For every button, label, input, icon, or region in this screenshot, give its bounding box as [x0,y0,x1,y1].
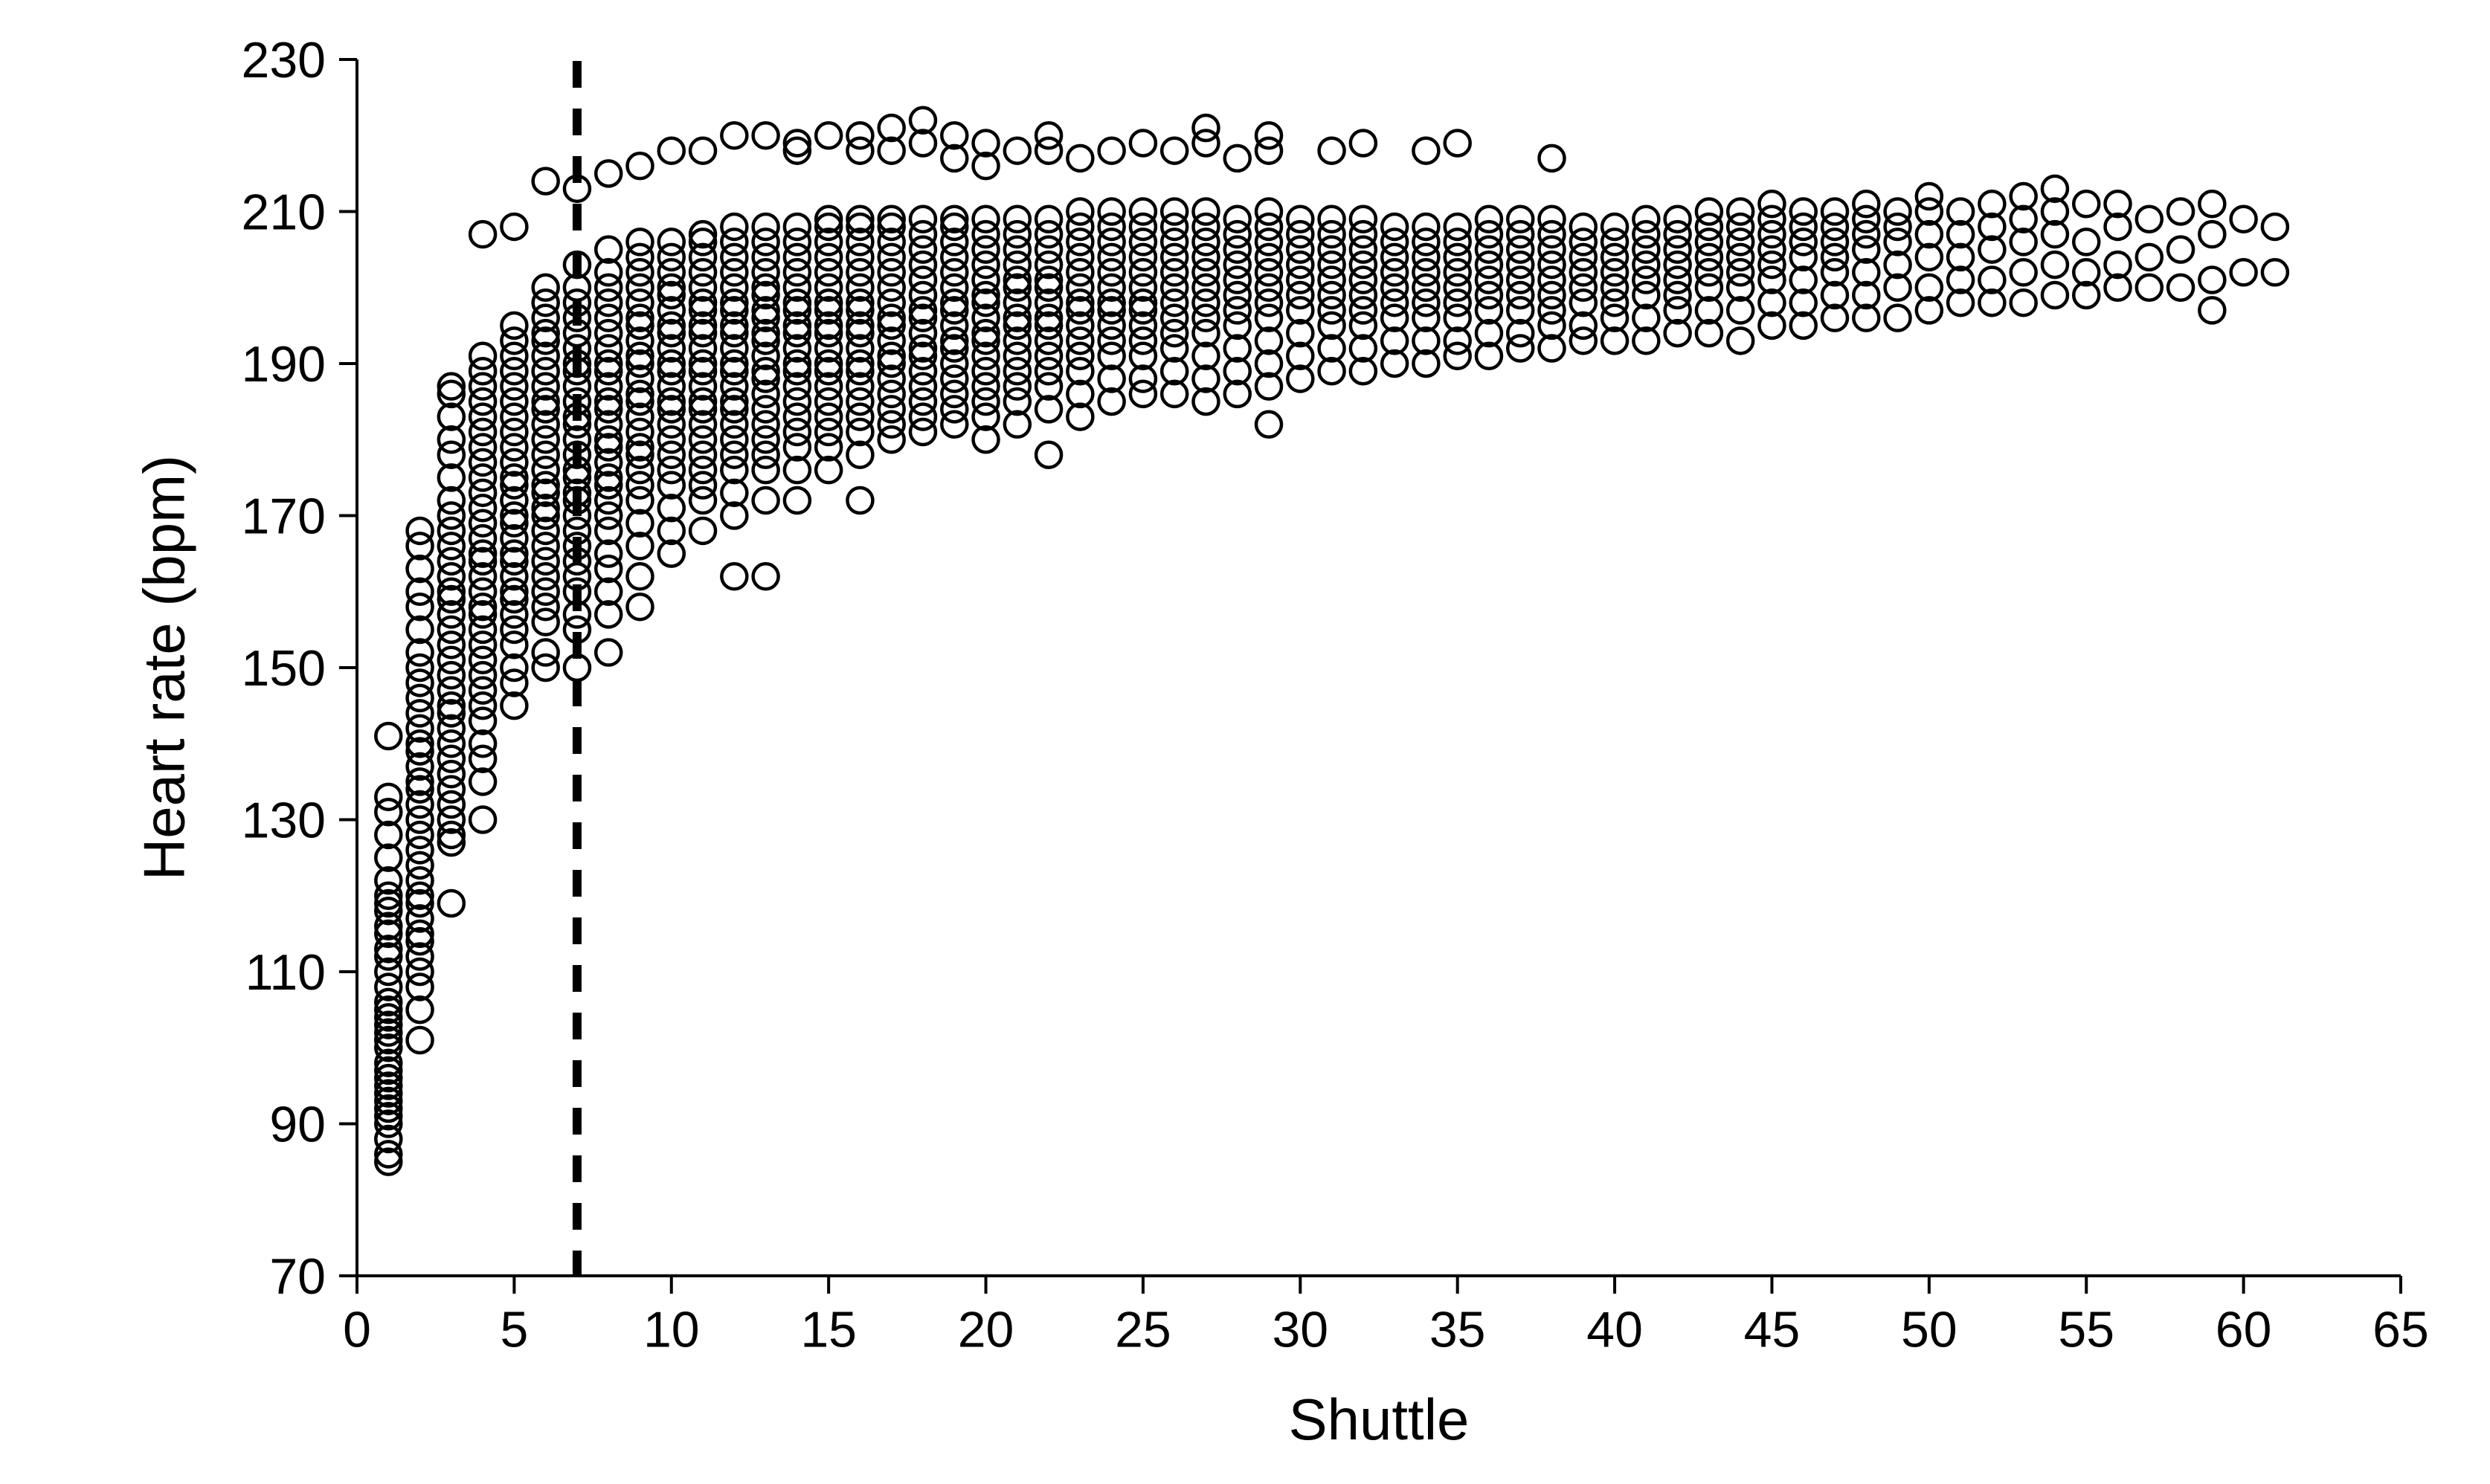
y-tick-label: 130 [242,792,326,848]
x-tick-label: 10 [643,1301,700,1358]
y-tick-label: 110 [245,944,326,1001]
y-tick-label: 210 [242,184,326,240]
x-tick-label: 40 [1586,1301,1643,1358]
y-tick-label: 70 [269,1248,326,1305]
y-tick-label: 190 [242,336,326,393]
scatter-chart: 0 5 10 15 20 25 30 35 40 45 50 55 60 65 70 90 110 130 150 1… [0,0,2490,1484]
x-tick-label: 65 [2372,1301,2429,1358]
x-tick-label: 0 [343,1301,371,1358]
y-tick-label: 170 [242,488,326,544]
y-tick-label: 150 [242,640,326,697]
x-tick-label: 15 [800,1301,857,1358]
x-tick-label: 25 [1115,1301,1171,1358]
y-axis-label: Heart rate (bpm) [132,455,197,880]
x-tick-label: 55 [2058,1301,2114,1358]
x-tick-label: 5 [500,1301,528,1358]
x-tick-label: 60 [2216,1301,2272,1358]
x-axis-label: Shuttle [1289,1387,1470,1452]
x-tick-label: 35 [1429,1301,1486,1358]
x-tick-label: 45 [1744,1301,1801,1358]
x-tick-label: 50 [1901,1301,1957,1358]
y-tick-label: 90 [269,1096,326,1152]
x-tick-label: 20 [958,1301,1014,1358]
x-tick-label: 30 [1272,1301,1328,1358]
y-tick-label: 230 [242,32,326,88]
